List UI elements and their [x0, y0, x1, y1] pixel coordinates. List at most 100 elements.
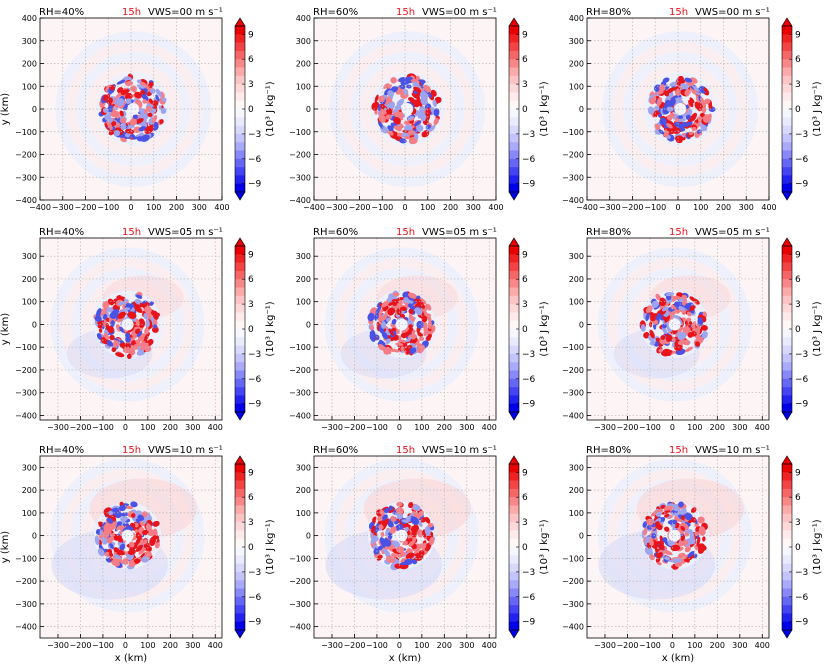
- colorbar-segment: [509, 312, 519, 321]
- positive-cell: [152, 534, 160, 540]
- positive-cell: [125, 128, 135, 134]
- positive-cell: [431, 325, 436, 333]
- x-tick-label: −200: [343, 423, 365, 432]
- colorbar-tick-label: 6: [248, 55, 254, 65]
- field-layer: [329, 31, 486, 187]
- colorbar-tick-label: −3: [522, 130, 535, 140]
- y-tick-label: 100: [296, 298, 311, 307]
- positive-cell: [125, 92, 133, 100]
- panel-hour-label: 15h: [669, 7, 688, 18]
- positive-cell: [133, 558, 141, 564]
- positive-cell: [393, 125, 402, 132]
- colorbar-segment: [235, 480, 245, 490]
- positive-cell: [677, 552, 686, 559]
- colorbar-tick-label: 3: [248, 80, 254, 90]
- panel-rh-label: RH=40%: [39, 7, 84, 18]
- negative-cell: [414, 109, 419, 117]
- negative-cell: [674, 301, 681, 308]
- colorbar-segment: [235, 571, 245, 581]
- colorbar-segment: [509, 254, 519, 263]
- colorbar-label: (10³ J kg⁻¹): [265, 81, 276, 136]
- x-tick-label: −400: [576, 203, 598, 212]
- positive-cell: [684, 540, 689, 545]
- positive-cell: [684, 346, 694, 353]
- colorbar-segment: [782, 34, 792, 43]
- x-tick-label: 200: [443, 203, 458, 212]
- colorbar-label: (10³ J kg⁻¹): [539, 301, 550, 356]
- y-tick-label: 300: [22, 252, 37, 261]
- positive-cell: [700, 97, 705, 107]
- x-tick-label: 0: [123, 641, 128, 650]
- x-tick-label: 200: [163, 641, 178, 650]
- y-tick-label: −400: [289, 196, 311, 205]
- colorbar-tick-label: −9: [522, 618, 536, 628]
- colorbar-segment: [235, 183, 245, 193]
- panel-3: −400 −300 −200 −100 0 100 200 300 400−400−300−20…: [562, 7, 823, 212]
- colorbar-tick-label: −9: [248, 400, 262, 410]
- colorbar-min-arrow: [234, 191, 246, 201]
- x-tick-label: 100: [414, 423, 429, 432]
- colorbar-segment: [509, 142, 519, 151]
- negative-cell: [94, 535, 100, 546]
- positive-cell: [665, 335, 673, 342]
- y-tick-label: 0: [32, 532, 37, 541]
- panel-4: −300 −200 −100 0 100 200 300 400−400−300−200−10…: [0, 227, 276, 432]
- negative-cell: [640, 324, 646, 332]
- colorbar-segment: [509, 387, 519, 396]
- negative-cell: [403, 89, 409, 95]
- negative-cell: [160, 107, 167, 114]
- positive-cell: [120, 117, 127, 124]
- colorbar-tick-label: 0: [522, 105, 528, 115]
- y-tick-label: −100: [562, 554, 584, 563]
- negative-cell: [390, 86, 398, 93]
- negative-cell: [119, 543, 126, 551]
- colorbar-segment: [782, 246, 792, 255]
- negative-cell: [685, 114, 691, 120]
- y-tick-label: −400: [15, 623, 37, 632]
- negative-cell: [379, 537, 386, 547]
- colorbar-tick-label: 0: [248, 543, 254, 553]
- positive-cell: [401, 327, 410, 334]
- x-tick-label: 200: [163, 423, 178, 432]
- colorbar-tick-label: 3: [522, 300, 528, 310]
- positive-cell: [649, 554, 655, 561]
- colorbar-tick-label: −9: [795, 400, 809, 410]
- x-tick-label: 100: [140, 423, 155, 432]
- colorbar-tick-label: 9: [522, 30, 528, 40]
- colorbar-segment: [782, 370, 792, 380]
- vortex-eye: [127, 103, 140, 115]
- colorbar-tick-label: −6: [522, 375, 536, 385]
- positive-cell: [699, 547, 705, 554]
- positive-cell: [140, 90, 146, 95]
- negative-cell: [669, 520, 675, 525]
- y-tick-label: −100: [15, 128, 37, 137]
- positive-cell: [685, 81, 695, 86]
- negative-cell: [403, 124, 413, 131]
- colorbar: 9 6 3 0 −3 −6 −9 (10³ J kg⁻¹): [508, 17, 550, 201]
- colorbar-segment: [235, 320, 245, 330]
- y-tick-label: 100: [22, 509, 37, 518]
- positive-cell: [397, 115, 404, 121]
- x-axis-label: x (km): [662, 653, 695, 664]
- negative-cell: [153, 324, 157, 329]
- x-tick-label: −300: [321, 641, 343, 650]
- positive-cell: [104, 551, 110, 557]
- positive-cell: [145, 551, 152, 557]
- colorbar-segment: [509, 472, 519, 481]
- colorbar-segment: [235, 92, 245, 101]
- colorbar-segment: [235, 488, 245, 498]
- colorbar-segment: [782, 312, 792, 321]
- colorbar-segment: [509, 50, 519, 60]
- panel-rh-label: RH=40%: [39, 445, 84, 456]
- colorbar-segment: [509, 337, 519, 346]
- colorbar-segment: [235, 67, 245, 77]
- colorbar-segment: [235, 304, 245, 313]
- colorbar-segment: [782, 563, 792, 573]
- negative-cell: [102, 313, 108, 320]
- plot-frame: [586, 237, 770, 421]
- positive-cell: [670, 544, 681, 552]
- positive-cell: [131, 513, 136, 518]
- panel-rh-label: RH=80%: [586, 445, 631, 456]
- negative-cell: [109, 542, 114, 549]
- colorbar-segment: [782, 150, 792, 160]
